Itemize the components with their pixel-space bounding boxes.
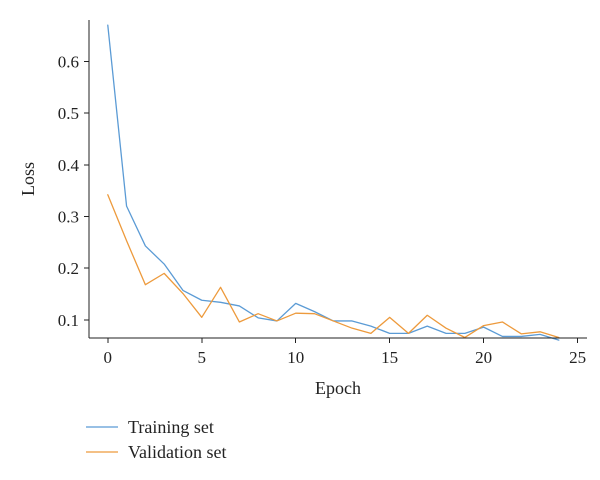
y-tick-label: 0.5	[58, 104, 79, 123]
y-tick-label: 0.6	[58, 52, 79, 71]
y-axis-title: Loss	[18, 162, 38, 196]
y-tick-label: 0.4	[58, 156, 80, 175]
y-tick-label: 0.1	[58, 311, 79, 330]
legend-label-training: Training set	[128, 417, 214, 437]
x-tick-label: 20	[475, 348, 492, 367]
series-line-training	[107, 24, 560, 341]
x-tick-label: 10	[287, 348, 304, 367]
x-tick-label: 0	[104, 348, 113, 367]
x-axis-title: Epoch	[315, 378, 361, 398]
y-axis-ticks: 0.1 0.2 0.3 0.4 0.5 0.6	[58, 52, 89, 330]
series-line-validation	[107, 194, 560, 339]
x-tick-label: 5	[198, 348, 207, 367]
x-tick-label: 15	[381, 348, 398, 367]
x-tick-label: 25	[569, 348, 586, 367]
plot-area	[107, 24, 560, 341]
axes: 0 5 10 15 20 25 0.1 0.2 0.3 0.4 0.5 0.6 Epoch Loss	[18, 20, 587, 398]
x-axis-ticks: 0 5 10 15 20 25	[104, 338, 586, 367]
y-tick-label: 0.2	[58, 259, 79, 278]
legend: Training set Validation set	[86, 417, 226, 462]
legend-label-validation: Validation set	[128, 442, 226, 462]
y-tick-label: 0.3	[58, 207, 79, 226]
